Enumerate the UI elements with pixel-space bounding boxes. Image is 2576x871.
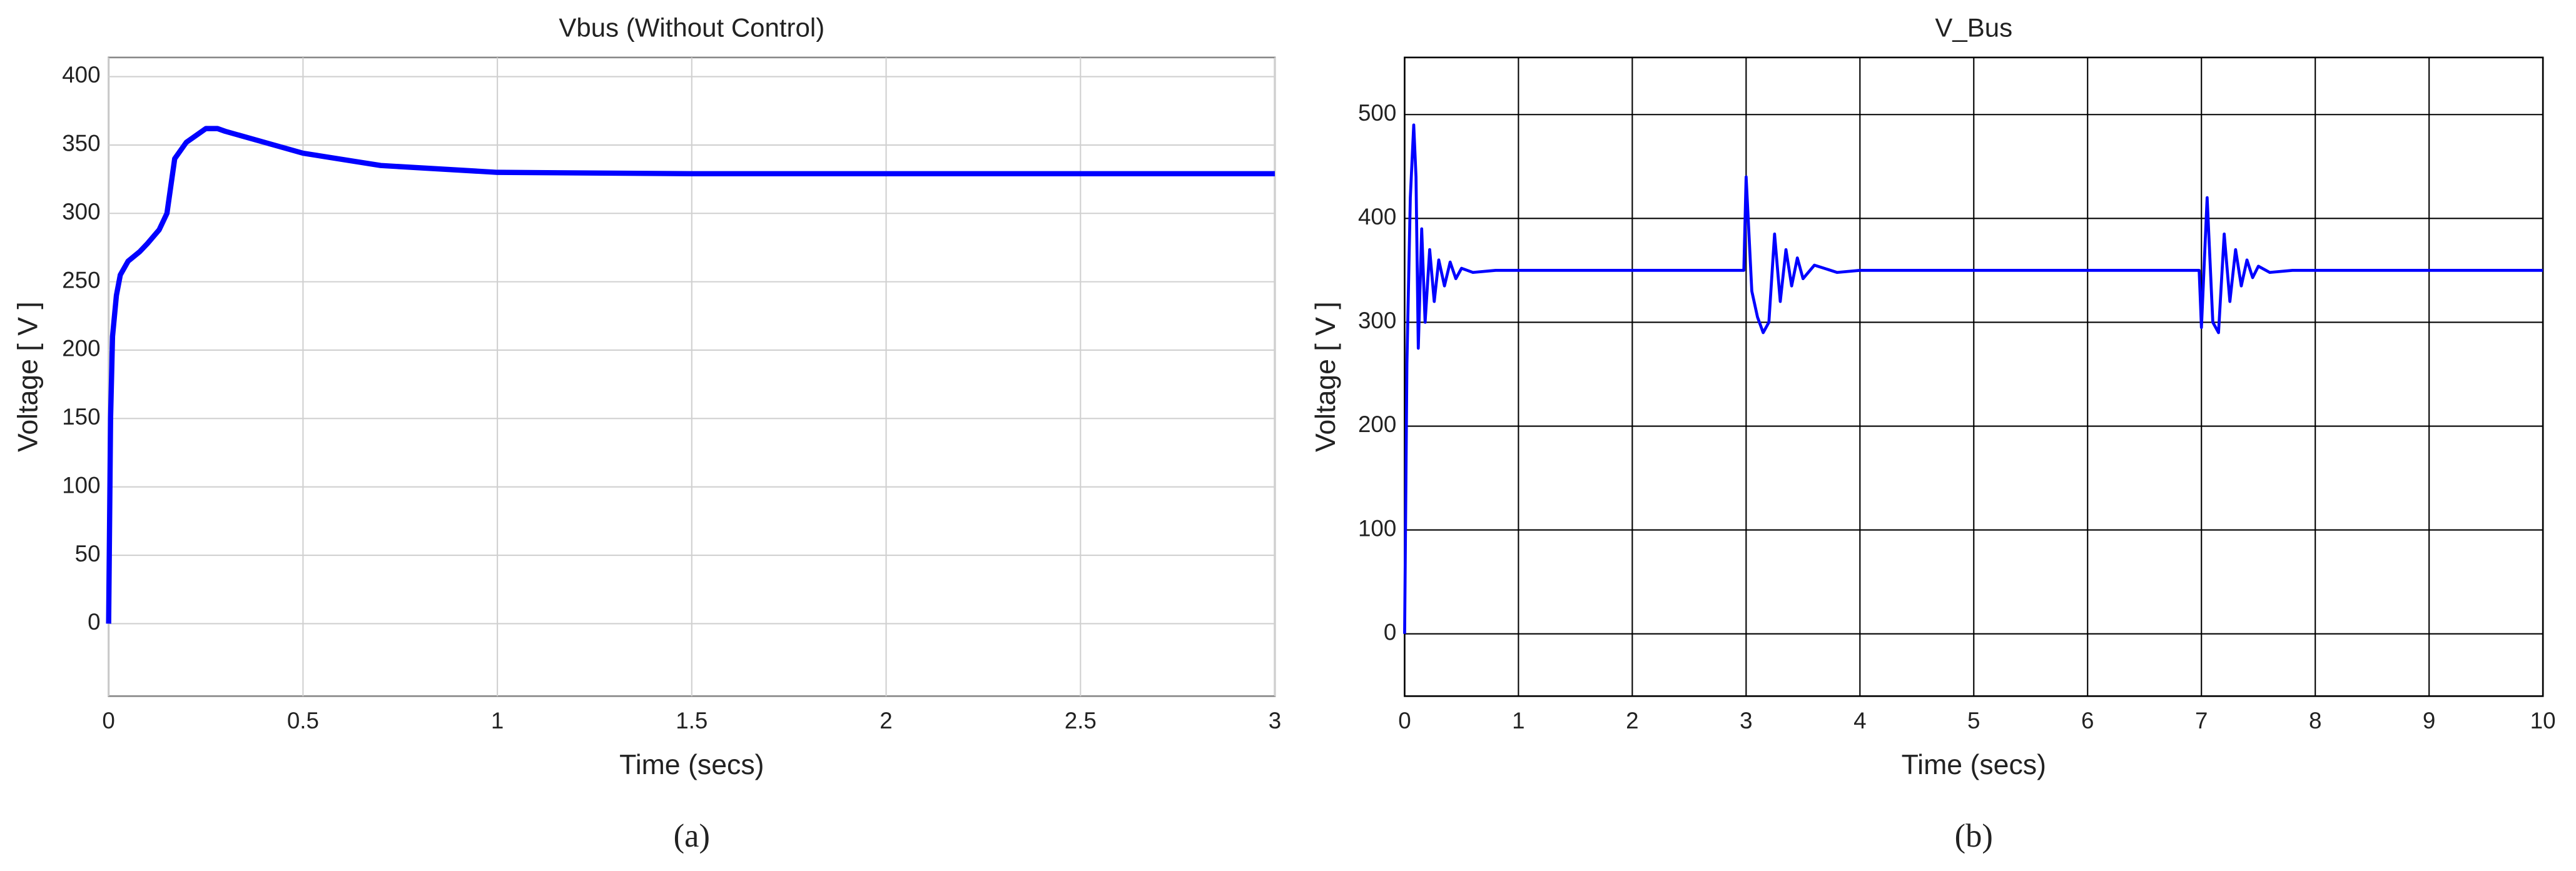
caption: (b) [1955, 818, 1993, 854]
x-tick-label: 2.5 [1065, 708, 1097, 733]
y-tick-label: 300 [1358, 308, 1396, 333]
x-tick-label: 5 [1967, 708, 1980, 733]
y-tick-label: 200 [1358, 411, 1396, 437]
x-tick-label: 8 [2309, 708, 2321, 733]
y-tick-label: 400 [62, 62, 100, 88]
y-tick-label: 150 [62, 404, 100, 430]
data-line [106, 126, 1275, 624]
x-tick-label: 1 [1512, 708, 1524, 733]
y-tick-label: 100 [62, 472, 100, 498]
y-tick-label: 0 [1384, 619, 1396, 645]
x-tick-label: 1 [491, 708, 504, 733]
y-tick-label: 300 [62, 199, 100, 224]
x-tick-label: 2 [1626, 708, 1638, 733]
x-tick-label: 3 [1740, 708, 1752, 733]
x-tick-label: 0.5 [287, 708, 319, 733]
y-tick-label: 50 [75, 541, 101, 566]
x-tick-label: 4 [1853, 708, 1866, 733]
x-tick-label: 10 [2530, 708, 2556, 733]
x-tick-label: 0 [102, 708, 114, 733]
data-line [1403, 123, 2543, 634]
x-tick-label: 2 [880, 708, 892, 733]
x-tick-label: 0 [1398, 708, 1411, 733]
y-tick-label: 250 [62, 267, 100, 293]
x-tick-label: 6 [2081, 708, 2094, 733]
y-axis-label: Voltage [ V ] [13, 301, 43, 452]
y-tick-label: 500 [1358, 100, 1396, 126]
chart-title: V_Bus [1935, 13, 2012, 42]
x-tick-label: 3 [1269, 708, 1281, 733]
chart-title: Vbus (Without Control) [559, 13, 824, 42]
y-tick-label: 200 [62, 336, 100, 361]
y-tick-label: 400 [1358, 204, 1396, 229]
y-tick-label: 0 [88, 609, 100, 635]
x-tick-label: 1.5 [676, 708, 707, 733]
x-axis-label: Time (secs) [619, 750, 764, 780]
x-axis-label: Time (secs) [1902, 750, 2046, 780]
x-tick-label: 7 [2195, 708, 2208, 733]
y-tick-label: 100 [1358, 515, 1396, 541]
x-tick-label: 9 [2423, 708, 2435, 733]
y-tick-label: 350 [62, 131, 100, 156]
y-axis-label: Voltage [ V ] [1311, 301, 1341, 452]
caption: (a) [674, 818, 710, 854]
